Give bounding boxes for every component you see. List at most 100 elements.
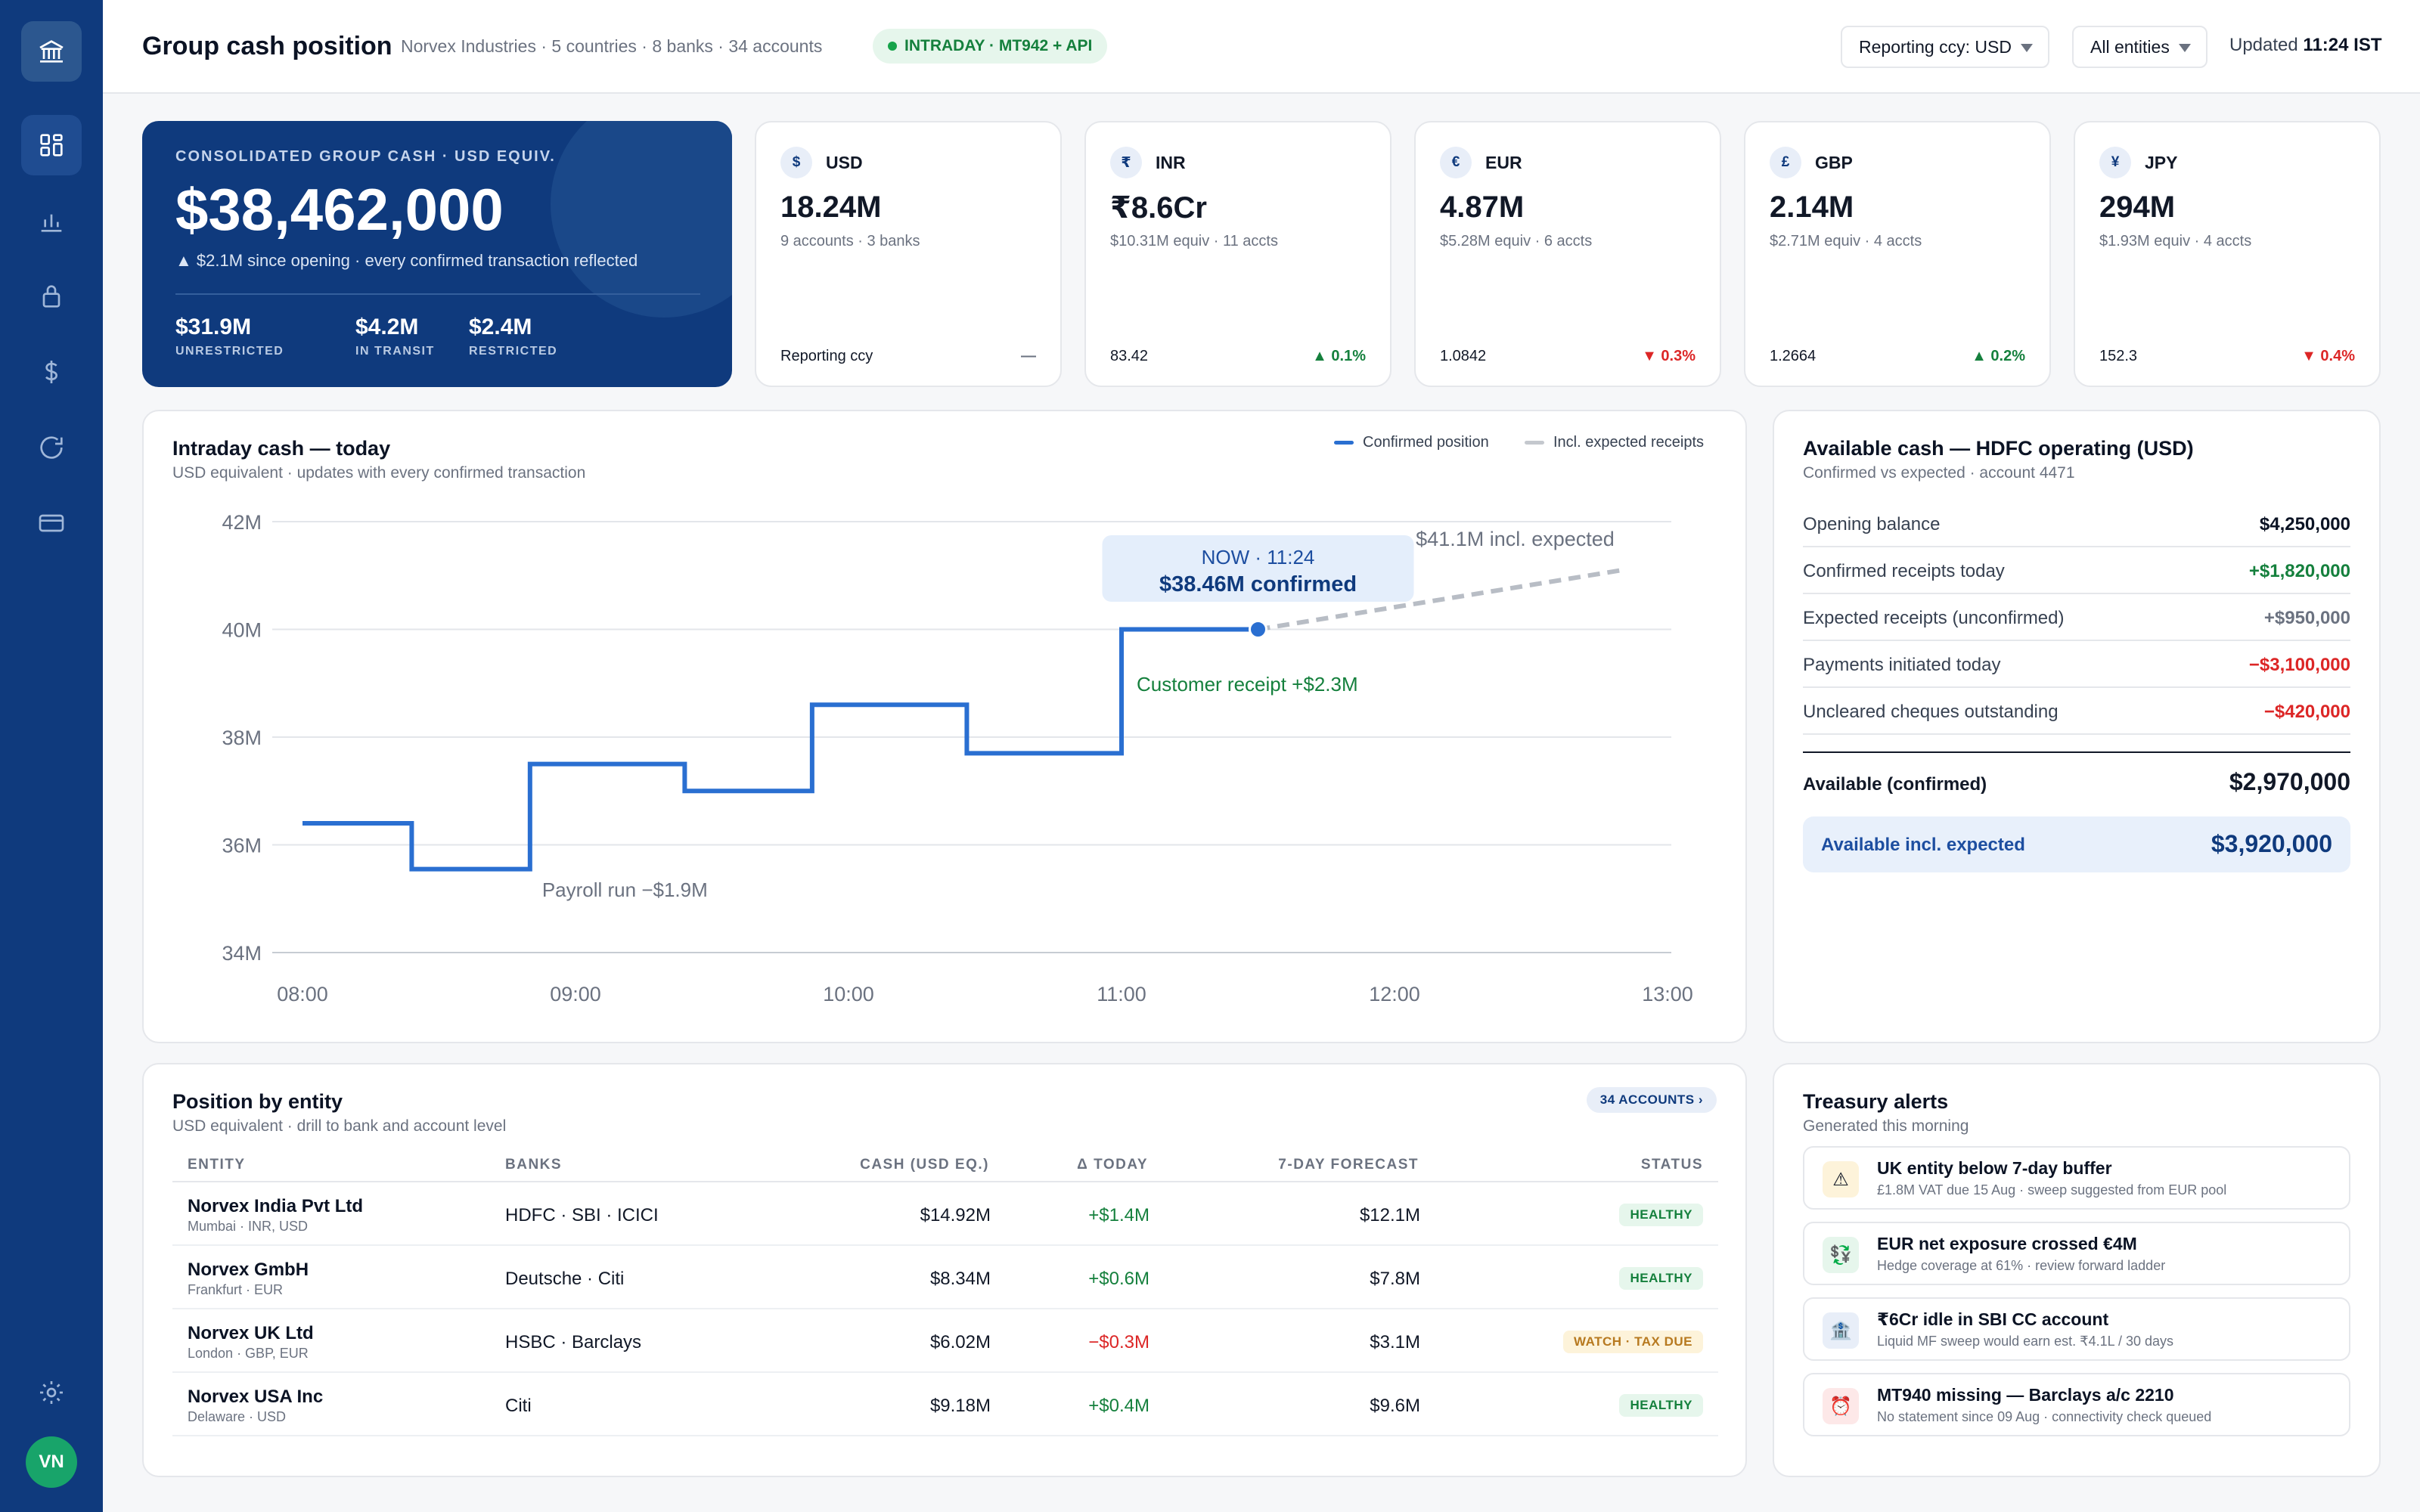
top-bar: Group cash position Norvex Industries · … [103,0,2420,94]
entity-location: London · GBP, EUR [188,1346,309,1361]
currency-code: EUR [1485,153,1522,172]
page-subtitle: Norvex Industries · 5 countries · 8 bank… [401,36,823,56]
y-tick-label: 38M [222,727,262,749]
expected-annotation: $41.1M incl. expected [1416,528,1615,550]
bar-chart-icon[interactable] [21,191,82,251]
alert-card[interactable]: 💱 EUR net exposure crossed €4M Hedge cover… [1803,1222,2350,1285]
available-row-label: Uncleared cheques outstanding [1803,702,2059,722]
total-divider [1803,751,2350,753]
now-point[interactable] [1249,620,1267,639]
stat-label: UNRESTRICTED [175,345,284,358]
available-row: Confirmed receipts today +$1,820,000 [1803,547,2350,594]
avatar[interactable]: VN [26,1436,77,1488]
table-row[interactable]: Norvex India Pvt Ltd Mumbai · INR, USD HDF… [172,1182,1718,1246]
intraday-title: Intraday cash — today [172,437,391,460]
bank-icon: 🏦 [1823,1312,1859,1349]
now-callout [1102,535,1414,602]
available-title: Available cash — HDFC operating (USD) [1803,437,2194,460]
series-expected-line [1258,568,1623,632]
x-tick-label: 13:00 [1642,983,1693,1005]
fx-change: ▲ 0.2% [1972,348,2025,364]
consolidated-change: ▲ $2.1M since opening · every confirmed … [175,251,638,270]
stat-restricted: $2.4M RESTRICTED [469,314,557,358]
entity-name: Norvex India Pvt Ltd [188,1196,364,1216]
available-row-label: Confirmed receipts today [1803,561,2005,581]
available-expected-label: Available incl. expected [1821,835,2025,855]
y-tick-label: 40M [222,619,262,642]
col-forecast[interactable]: 7-DAY FORECAST [1278,1157,1419,1173]
col-entity[interactable]: ENTITY [188,1157,246,1173]
fx-rate: 83.42 [1110,348,1149,364]
available-cash-panel: Available cash — HDFC operating (USD) Co… [1773,410,2381,1043]
available-row: Opening balance $4,250,000 [1803,500,2350,547]
currency-symbol-icon: £ [1770,147,1801,178]
currency-card-inr[interactable]: ₹ INR ₹8.6Cr $10.31M equiv · 11 accts 83.42 ▲… [1084,121,1392,387]
stat-value: $2.4M [469,314,532,339]
available-row-label: Opening balance [1803,514,1941,534]
available-expected-row: Available incl. expected $3,920,000 [1803,816,2350,872]
card-icon[interactable] [21,493,82,553]
alert-card[interactable]: ⏰ MT940 missing — Barclays a/c 2210 No sta… [1803,1373,2350,1436]
settings-icon[interactable] [21,1362,82,1423]
col-delta[interactable]: Δ TODAY [1077,1157,1148,1173]
alert-title: EUR net exposure crossed €4M [1877,1234,2137,1253]
warning-icon: ⚠ [1823,1161,1859,1198]
dollar-icon[interactable] [21,342,82,402]
entity-banks: Deutsche · Citi [505,1269,625,1289]
currency-symbol-icon: ₹ [1110,147,1142,178]
entity-filter-dropdown[interactable]: All entities [2072,26,2207,68]
currency-card-usd[interactable]: $ USD 18.24M 9 accounts · 3 banks Reporting … [755,121,1062,387]
refresh-icon[interactable] [21,417,82,478]
currency-symbol-icon: $ [780,147,812,178]
fx-change: ▲ 0.1% [1312,348,1366,364]
entity-forecast: $9.6M [1370,1396,1420,1416]
available-expected-value: $3,920,000 [2211,830,2332,857]
col-status[interactable]: STATUS [1640,1157,1703,1173]
alerts-title: Treasury alerts [1803,1090,1949,1113]
intraday-subtitle: USD equivalent · updates with every conf… [172,464,586,482]
entity-cash: $8.34M [929,1269,991,1289]
x-tick-label: 12:00 [1369,983,1420,1005]
entity-location: Delaware · USD [188,1409,287,1424]
alert-card[interactable]: ⚠ UK entity below 7-day buffer £1.8M VAT d… [1803,1146,2350,1210]
entity-title: Position by entity [172,1090,343,1113]
available-row: Expected receipts (unconfirmed) +$950,000 [1803,594,2350,641]
stat-value: $4.2M [355,314,419,339]
available-row-label: Expected receipts (unconfirmed) [1803,608,2065,628]
reporting-ccy-dropdown[interactable]: Reporting ccy: USD [1841,26,2049,68]
alert-card[interactable]: 🏦 ₹6Cr idle in SBI CC account Liquid MF sw… [1803,1297,2350,1361]
table-row[interactable]: Norvex USA Inc Delaware · USD Citi $9.18M +$… [172,1373,1718,1436]
accounts-button[interactable]: 34 ACCOUNTS › [1586,1087,1717,1113]
table-row[interactable]: Norvex GmbH Frankfurt · EUR Deutsche · Cit… [172,1246,1718,1309]
entity-cash: $9.18M [929,1396,991,1416]
col-banks[interactable]: BANKS [505,1157,563,1173]
consolidated-total: $38,462,000 [175,176,504,243]
alert-detail: £1.8M VAT due 15 Aug · sweep suggested f… [1877,1182,2227,1198]
entity-name: Norvex UK Ltd [188,1323,314,1343]
currency-card-gbp[interactable]: £ GBP 2.14M $2.71M equiv · 4 accts 1.2664 ▲ 0… [1744,121,2051,387]
bank-logo-icon[interactable] [21,21,82,82]
entity-cash: $6.02M [929,1332,991,1352]
legend-expected: Incl. expected receipts [1525,434,1704,451]
available-row-value: +$1,820,000 [2248,561,2350,581]
entity-name: Norvex GmbH [188,1259,309,1280]
currency-card-eur[interactable]: € EUR 4.87M $5.28M equiv · 6 accts 1.0842 ▼ 0… [1414,121,1721,387]
entity-cash: $14.92M [920,1205,991,1225]
table-row[interactable]: Norvex UK Ltd London · GBP, EUR HSBC · Bar… [172,1309,1718,1373]
entity-banks: HSBC · Barclays [505,1332,642,1352]
dashboard-icon[interactable] [21,115,82,175]
available-row-value: +$950,000 [2263,608,2350,628]
currency-card-jpy[interactable]: ¥ JPY 294M $1.93M equiv · 4 accts 152.3 ▼ 0.4… [2074,121,2381,387]
y-tick-label: 36M [222,835,262,857]
col-cash[interactable]: CASH (USD EQ.) [860,1157,989,1173]
stat-label: IN TRANSIT [355,345,435,358]
entity-delta: +$0.4M [1088,1396,1150,1416]
consolidated-cash-card[interactable]: CONSOLIDATED GROUP CASH · USD EQUIV. $38… [142,121,732,387]
currency-meta: 9 accounts · 3 banks [780,233,920,249]
currency-amount: 294M [2099,191,2176,224]
entity-forecast: $12.1M [1359,1205,1420,1225]
lock-icon[interactable] [21,266,82,327]
available-confirmed-value: $2,970,000 [2229,768,2350,795]
status-badge: HEALTHY [1619,1204,1703,1226]
currency-meta: $2.71M equiv · 4 accts [1770,233,1922,249]
